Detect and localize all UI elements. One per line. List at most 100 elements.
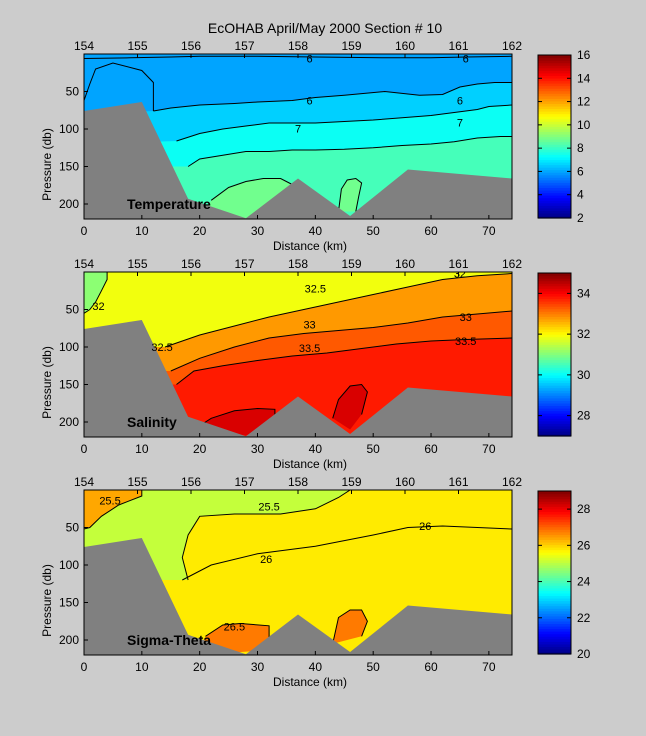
y-tick-label: 150 xyxy=(59,378,79,392)
colorbar-swatch xyxy=(538,582,571,586)
colorbar-tick-label: 12 xyxy=(577,95,591,109)
colorbar-tick-label: 4 xyxy=(577,188,584,202)
colorbar-swatch xyxy=(538,496,571,500)
colorbar-swatch xyxy=(538,534,571,538)
y-tick-label: 100 xyxy=(59,558,79,572)
colorbar-tick-label: 6 xyxy=(577,164,584,178)
colorbar-swatch xyxy=(538,613,571,617)
contour-label: 32 xyxy=(454,269,466,281)
contour-label: 26 xyxy=(419,521,431,533)
colorbar-swatch xyxy=(538,195,571,199)
colorbar-swatch xyxy=(538,516,571,520)
contour-label: 6 xyxy=(457,96,463,108)
contour-line-4 xyxy=(176,337,512,385)
colorbar-swatch xyxy=(538,549,571,553)
colorbar-swatch xyxy=(538,105,571,110)
colorbar-swatch xyxy=(538,177,571,181)
colorbar-swatch xyxy=(538,585,571,589)
colorbar-swatch xyxy=(538,638,571,642)
colorbar-swatch xyxy=(538,382,571,386)
colorbar-swatch xyxy=(538,197,571,201)
colorbar-swatch xyxy=(538,400,571,404)
contour-label: 33.5 xyxy=(299,343,320,355)
colorbar-swatch xyxy=(538,428,571,432)
colorbar-swatch xyxy=(538,346,571,351)
colorbar-swatch xyxy=(538,98,571,102)
top-tick-label: 155 xyxy=(127,39,147,53)
colorbar-swatch xyxy=(538,88,571,92)
contour-line-4 xyxy=(205,622,270,640)
colorbar-swatch xyxy=(538,212,571,217)
colorbar-swatch xyxy=(538,587,571,591)
contour-label: 6 xyxy=(307,96,313,108)
colorbar-swatch xyxy=(538,339,571,343)
colorbar-swatch xyxy=(538,85,571,89)
colorbar-swatch xyxy=(538,341,571,345)
plot-area: 6 6 6 6 7 7 xyxy=(84,54,512,219)
colorbar-swatch xyxy=(538,273,571,277)
colorbar-swatch xyxy=(538,321,571,325)
colorbar-swatch xyxy=(538,377,571,381)
colorbar-tick-label: 34 xyxy=(577,286,591,300)
contour-line-5 xyxy=(332,609,368,644)
x-tick-label: 50 xyxy=(367,660,381,674)
contour-line-1 xyxy=(84,490,143,530)
contour-label: 32.5 xyxy=(305,284,326,296)
y-axis-label: Pressure (db) xyxy=(40,346,54,419)
contour-fill-band-7 xyxy=(84,272,108,314)
colorbar-swatch xyxy=(538,95,571,99)
colorbar-swatch xyxy=(538,83,571,87)
colorbar-swatch xyxy=(538,511,571,515)
colorbar-swatch xyxy=(538,100,571,104)
colorbar-swatch xyxy=(538,336,571,340)
colorbar-swatch xyxy=(538,172,571,176)
bathymetry-seafloor xyxy=(84,538,512,655)
colorbar-swatch xyxy=(538,288,571,292)
colorbar-swatch xyxy=(538,316,571,320)
colorbar-tick-label: 28 xyxy=(577,409,591,423)
colorbar-tick-label: 32 xyxy=(577,327,591,341)
colorbar-swatch xyxy=(538,402,571,407)
colorbar-swatch xyxy=(538,541,571,546)
colorbar-swatch xyxy=(538,278,571,282)
top-tick-label: 162 xyxy=(502,257,522,271)
contour-fill-band-3 xyxy=(84,490,142,529)
panel-label: Salinity xyxy=(127,414,177,430)
colorbar-swatch xyxy=(538,210,571,214)
x-tick-label: 50 xyxy=(367,442,381,456)
x-tick-label: 50 xyxy=(367,224,381,238)
x-tick-label: 20 xyxy=(193,224,207,238)
contour-label: 33 xyxy=(460,312,472,324)
x-tick-label: 70 xyxy=(482,660,496,674)
colorbar-swatch xyxy=(538,577,571,581)
y-tick-label: 50 xyxy=(66,521,80,535)
colorbar-swatch xyxy=(538,57,571,61)
colorbar-swatch xyxy=(538,121,571,125)
y-tick-label: 150 xyxy=(59,160,79,174)
colorbar-swatch xyxy=(538,136,571,140)
colorbar-swatch xyxy=(538,75,571,79)
x-axis-label: Distance (km) xyxy=(273,239,347,253)
colorbar-swatch xyxy=(538,182,571,186)
colorbar-swatch xyxy=(538,151,571,155)
colorbar-swatch xyxy=(538,301,571,305)
colorbar-swatch xyxy=(538,395,571,399)
top-tick-label: 157 xyxy=(234,475,254,489)
contour-line-5 xyxy=(193,407,276,430)
contour-label: 33 xyxy=(303,320,315,332)
top-tick-label: 159 xyxy=(341,257,361,271)
y-tick-label: 200 xyxy=(59,633,79,647)
x-tick-label: 10 xyxy=(135,442,149,456)
colorbar-swatch xyxy=(538,524,571,528)
colorbar-swatch xyxy=(538,62,571,66)
colorbar-swatch xyxy=(538,572,571,576)
colorbar-swatch xyxy=(538,139,571,143)
colorbar-swatch xyxy=(538,77,571,82)
colorbar-swatch xyxy=(538,367,571,371)
contour-line-6 xyxy=(332,383,368,419)
x-tick-label: 30 xyxy=(251,442,265,456)
colorbar-swatch xyxy=(538,128,571,133)
colorbar-swatch xyxy=(538,55,571,59)
panel-label: Sigma-Theta xyxy=(127,632,211,648)
colorbar-swatch xyxy=(538,133,571,138)
